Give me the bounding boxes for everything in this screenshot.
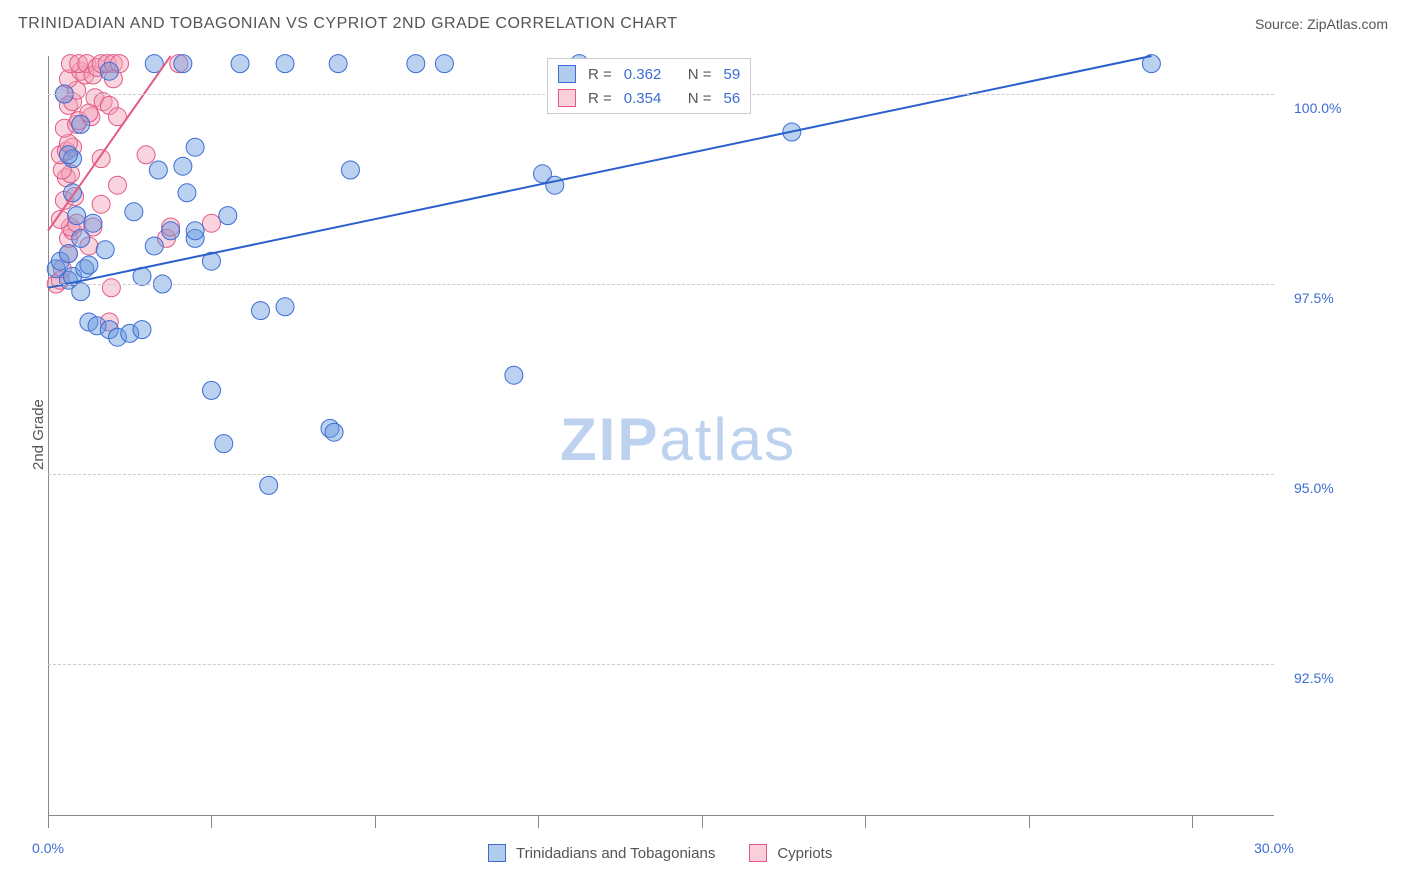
legend-n-value: 59 — [724, 66, 741, 83]
data-point — [260, 476, 278, 494]
chart-source: Source: ZipAtlas.com — [1255, 16, 1388, 32]
legend-n-label: N = — [688, 90, 712, 107]
data-point — [72, 229, 90, 247]
y-tick-label: 100.0% — [1294, 100, 1341, 116]
data-point — [133, 321, 151, 339]
data-point — [137, 146, 155, 164]
stats-legend: R = 0.362 N = 59 R = 0.354 N = 56 — [547, 58, 751, 114]
chart-title: TRINIDADIAN AND TOBAGONIAN VS CYPRIOT 2N… — [18, 15, 678, 33]
data-point — [276, 298, 294, 316]
legend-series-name: Cypriots — [777, 845, 832, 862]
legend-swatch — [749, 844, 767, 862]
legend-n-label: N = — [688, 66, 712, 83]
data-point — [102, 279, 120, 297]
data-point — [252, 302, 270, 320]
scatter-plot: 92.5%95.0%97.5%100.0%0.0%30.0% — [48, 56, 1274, 816]
x-tick-mark — [1192, 816, 1193, 828]
data-point — [186, 138, 204, 156]
y-tick-label: 92.5% — [1294, 670, 1334, 686]
y-tick-label: 97.5% — [1294, 290, 1334, 306]
x-tick-mark — [702, 816, 703, 828]
gridline-h — [48, 474, 1274, 475]
x-tick-label: 0.0% — [32, 840, 64, 856]
data-point — [92, 195, 110, 213]
series-legend: Trinidadians and Tobagonians Cypriots — [488, 844, 856, 862]
data-point — [276, 55, 294, 73]
gridline-h — [48, 664, 1274, 665]
data-point — [186, 222, 204, 240]
data-point — [174, 55, 192, 73]
data-point — [80, 256, 98, 274]
data-point — [72, 283, 90, 301]
legend-r-value: 0.354 — [624, 90, 676, 107]
data-point — [546, 176, 564, 194]
legend-swatch — [488, 844, 506, 862]
x-tick-mark — [538, 816, 539, 828]
data-point — [96, 241, 114, 259]
data-point — [145, 237, 163, 255]
data-point — [100, 62, 118, 80]
data-point — [219, 207, 237, 225]
data-point — [407, 55, 425, 73]
data-point — [68, 207, 86, 225]
data-point — [174, 157, 192, 175]
legend-r-value: 0.362 — [624, 66, 676, 83]
stats-legend-row: R = 0.362 N = 59 — [558, 65, 740, 83]
x-tick-mark — [211, 816, 212, 828]
x-tick-mark — [1029, 816, 1030, 828]
data-point — [72, 115, 90, 133]
data-point — [341, 161, 359, 179]
legend-swatch — [558, 89, 576, 107]
data-point — [59, 245, 77, 263]
data-point — [178, 184, 196, 202]
data-point — [505, 366, 523, 384]
data-point — [231, 55, 249, 73]
legend-r-label: R = — [588, 66, 612, 83]
legend-series-name: Trinidadians and Tobagonians — [516, 845, 715, 862]
data-point — [84, 214, 102, 232]
stats-legend-row: R = 0.354 N = 56 — [558, 89, 740, 107]
y-axis-label: 2nd Grade — [30, 399, 47, 470]
x-tick-mark — [865, 816, 866, 828]
data-point — [59, 146, 77, 164]
data-point — [202, 214, 220, 232]
data-point — [435, 55, 453, 73]
data-point — [329, 55, 347, 73]
plot-svg — [48, 56, 1274, 816]
x-tick-label: 30.0% — [1254, 840, 1294, 856]
data-point — [325, 423, 343, 441]
data-point — [125, 203, 143, 221]
legend-n-value: 56 — [724, 90, 741, 107]
data-point — [215, 435, 233, 453]
data-point — [149, 161, 167, 179]
data-point — [162, 222, 180, 240]
legend-swatch — [558, 65, 576, 83]
y-tick-label: 95.0% — [1294, 480, 1334, 496]
x-tick-mark — [48, 816, 49, 828]
x-tick-mark — [375, 816, 376, 828]
chart-header: TRINIDADIAN AND TOBAGONIAN VS CYPRIOT 2N… — [0, 0, 1406, 48]
data-point — [108, 176, 126, 194]
gridline-h — [48, 284, 1274, 285]
data-point — [202, 381, 220, 399]
legend-r-label: R = — [588, 90, 612, 107]
